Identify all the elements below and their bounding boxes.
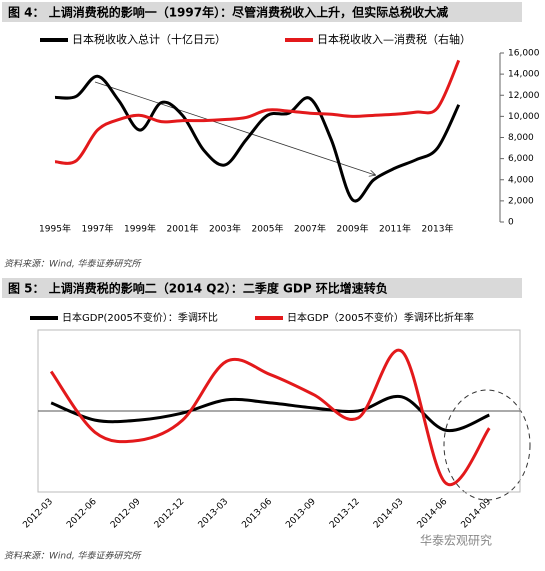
x-tick-label: 2014-03 — [372, 497, 406, 531]
x-tick-label: 2012-03 — [21, 497, 55, 531]
chart-title: 图 5： 上调消费税的影响二（2014 Q2）：二季度 GDP 环比增速转负 — [8, 281, 388, 296]
y-tick-label: 0 — [508, 218, 514, 228]
legend-label: 日本税收收入总计（十亿日元） — [72, 32, 226, 46]
source: 资料来源：Wind, 华泰证券研究所 — [4, 259, 143, 270]
x-tick-label: 1995年 — [39, 223, 71, 235]
x-tick-label: 2005年 — [252, 223, 284, 235]
header-bar — [2, 278, 522, 298]
x-tick-label: 2012-09 — [109, 497, 143, 531]
legend-label: 日本GDP(2005不变价）：季调环比 — [62, 311, 218, 324]
y-tick-label: 8,000 — [508, 133, 534, 143]
header-bar — [2, 2, 522, 22]
x-tick-label: 2013-12 — [328, 497, 362, 531]
y-tick-label: 16,000 — [508, 49, 540, 59]
series-line — [54, 74, 461, 203]
x-tick-label: 2001年 — [167, 223, 199, 235]
x-tick-label: 2012-06 — [65, 497, 99, 531]
y-tick-label: 4,000 — [508, 175, 534, 185]
y-tick-label: 14,000 — [508, 70, 540, 80]
legend-label: 日本税收收入—消费税（右轴） — [317, 32, 471, 46]
x-tick-label: 2009年 — [337, 223, 369, 235]
series-line — [54, 59, 461, 165]
y-tick-label: 12,000 — [508, 91, 540, 101]
x-tick-label: 2003年 — [209, 223, 241, 235]
x-tick-label: 2014-06 — [416, 497, 450, 531]
x-tick-label: 1999年 — [124, 223, 156, 235]
legend-label: 日本GDP（2005不变价）季调环比折年率 — [287, 311, 474, 324]
x-tick-label: 2013-03 — [197, 497, 231, 531]
x-tick-label: 2013-06 — [240, 497, 274, 531]
x-tick-label: 2007年 — [294, 223, 326, 235]
y-tick-label: 10,000 — [508, 112, 540, 122]
chart-title: 图 4： 上调消费税的影响一（1997年）：尽管消费税收入上升，但实际总税收大减 — [8, 5, 448, 20]
x-tick-label: 2012-12 — [153, 497, 187, 531]
series-line — [49, 348, 491, 487]
source: 资料来源：Wind, 华泰证券研究所 — [4, 551, 143, 562]
watermark: 华泰宏观研究 — [420, 533, 492, 548]
x-tick-label: 2014-09 — [460, 497, 494, 531]
y-tick-label: 2,000 — [508, 196, 534, 206]
series-line — [50, 394, 490, 433]
x-tick-label: 1997年 — [82, 223, 114, 235]
x-tick-label: 2013年 — [422, 223, 454, 235]
trend-arrow — [94, 81, 375, 175]
x-tick-label: 2011年 — [379, 223, 411, 235]
highlight-ellipse — [443, 389, 531, 501]
x-tick-label: 2013-09 — [284, 497, 318, 531]
y-tick-label: 6,000 — [508, 154, 534, 164]
